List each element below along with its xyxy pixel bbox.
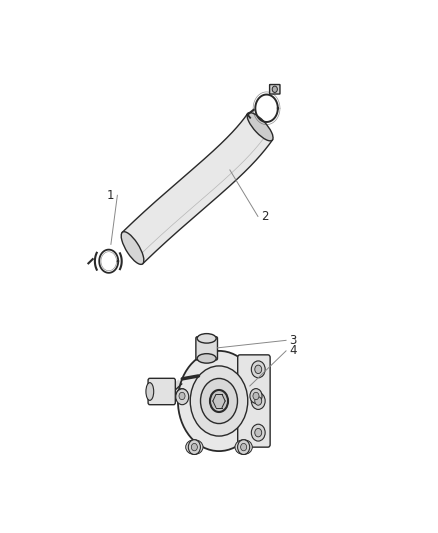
Text: 3: 3 [290, 334, 297, 347]
Polygon shape [122, 114, 272, 264]
Text: 2: 2 [261, 210, 269, 223]
Circle shape [251, 393, 265, 409]
FancyBboxPatch shape [196, 337, 218, 360]
Circle shape [251, 361, 265, 378]
Circle shape [253, 392, 259, 400]
Circle shape [179, 392, 185, 400]
Circle shape [176, 389, 189, 405]
FancyBboxPatch shape [148, 378, 175, 405]
Text: 1: 1 [106, 189, 114, 202]
Circle shape [255, 397, 261, 405]
Circle shape [240, 443, 247, 451]
Ellipse shape [197, 354, 216, 363]
Circle shape [255, 365, 261, 374]
Ellipse shape [235, 440, 252, 455]
Circle shape [250, 389, 262, 403]
FancyBboxPatch shape [270, 85, 280, 94]
Ellipse shape [186, 440, 203, 455]
Circle shape [272, 86, 277, 92]
Ellipse shape [121, 232, 144, 264]
Circle shape [251, 424, 265, 441]
Circle shape [190, 366, 248, 436]
FancyBboxPatch shape [238, 355, 270, 447]
Ellipse shape [247, 112, 273, 141]
Circle shape [255, 429, 261, 437]
Ellipse shape [146, 383, 154, 400]
Circle shape [176, 389, 188, 403]
Circle shape [237, 440, 250, 455]
Circle shape [188, 440, 201, 455]
Circle shape [201, 378, 237, 424]
Text: 4: 4 [290, 344, 297, 358]
Ellipse shape [197, 334, 216, 343]
Circle shape [191, 443, 198, 451]
Circle shape [210, 390, 228, 412]
Circle shape [178, 351, 260, 451]
